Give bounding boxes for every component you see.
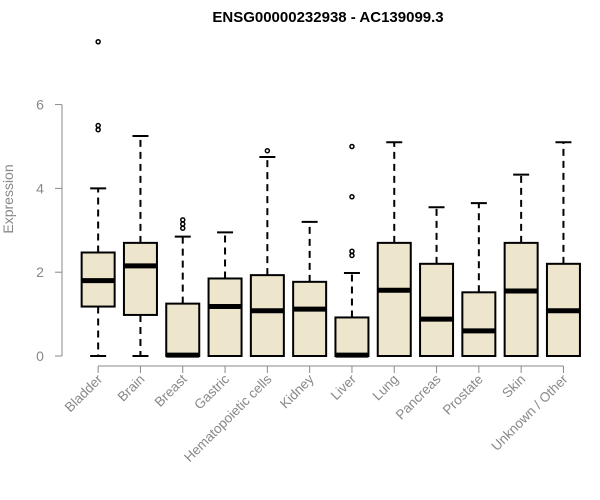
box-8 <box>419 206 455 358</box>
box-rect-2 <box>165 302 201 357</box>
x-tick-label-1: Brain <box>115 372 148 405</box>
box-rect-10 <box>503 241 539 357</box>
x-tick-label-9: Prostate <box>440 372 486 418</box>
y-tick-label-1: 2 <box>36 264 44 280</box>
outlier-6-3 <box>349 143 355 150</box>
box-7 <box>376 141 412 357</box>
box-1 <box>122 135 158 357</box>
outlier-0-2 <box>95 39 101 45</box>
box-rect-5 <box>292 280 328 358</box>
box-2 <box>165 217 201 358</box>
outlier-2-1 <box>180 221 186 227</box>
x-tick-label-10: Skin <box>499 372 528 401</box>
outlier-2-2 <box>180 217 186 223</box>
box-rect-8 <box>419 262 455 358</box>
x-tick-label-3: Gastric <box>191 371 232 412</box>
outlier-6-0 <box>349 252 355 259</box>
outlier-6-1 <box>349 248 355 254</box>
x-tick-label-11: Unknown / Other <box>488 371 571 454</box>
box-rect-1 <box>122 241 158 316</box>
x-tick-label-2: Breast <box>152 371 190 409</box>
box-3 <box>207 231 243 357</box>
x-tick-label-7: Lung <box>370 372 402 404</box>
box-rect-4 <box>249 274 285 357</box>
y-axis: 0 2 4 6 <box>36 97 63 364</box>
box-10 <box>503 173 539 357</box>
outlier-0-0 <box>95 126 101 133</box>
y-tick-label-3: 6 <box>36 97 44 113</box>
chart-title: ENSG00000232938 - AC139099.3 <box>212 9 443 26</box>
box-6 <box>334 143 370 358</box>
outlier-2-0 <box>180 225 186 231</box>
box-5 <box>292 220 328 358</box>
boxes-group <box>80 39 581 358</box>
outlier-6-2 <box>349 194 355 200</box>
x-tick-label-8: Pancreas <box>393 371 444 422</box>
box-11 <box>545 141 581 358</box>
box-9 <box>461 202 497 358</box>
y-tick-label-2: 4 <box>36 180 44 196</box>
outlier-4-0 <box>264 147 271 154</box>
box-rect-7 <box>376 241 412 357</box>
x-tick-label-5: Kidney <box>277 371 317 411</box>
box-rect-6 <box>334 316 370 357</box>
y-tick-label-0: 0 <box>36 348 44 364</box>
y-axis-label: Expression <box>0 164 16 233</box>
outlier-0-1 <box>95 122 101 129</box>
box-4 <box>249 147 285 357</box>
x-tick-label-6: Liver <box>328 371 360 403</box>
box-rect-3 <box>207 277 243 357</box>
box-rect-9 <box>461 291 497 358</box>
box-0 <box>80 39 116 357</box>
x-tick-label-0: Bladder <box>62 371 106 415</box>
